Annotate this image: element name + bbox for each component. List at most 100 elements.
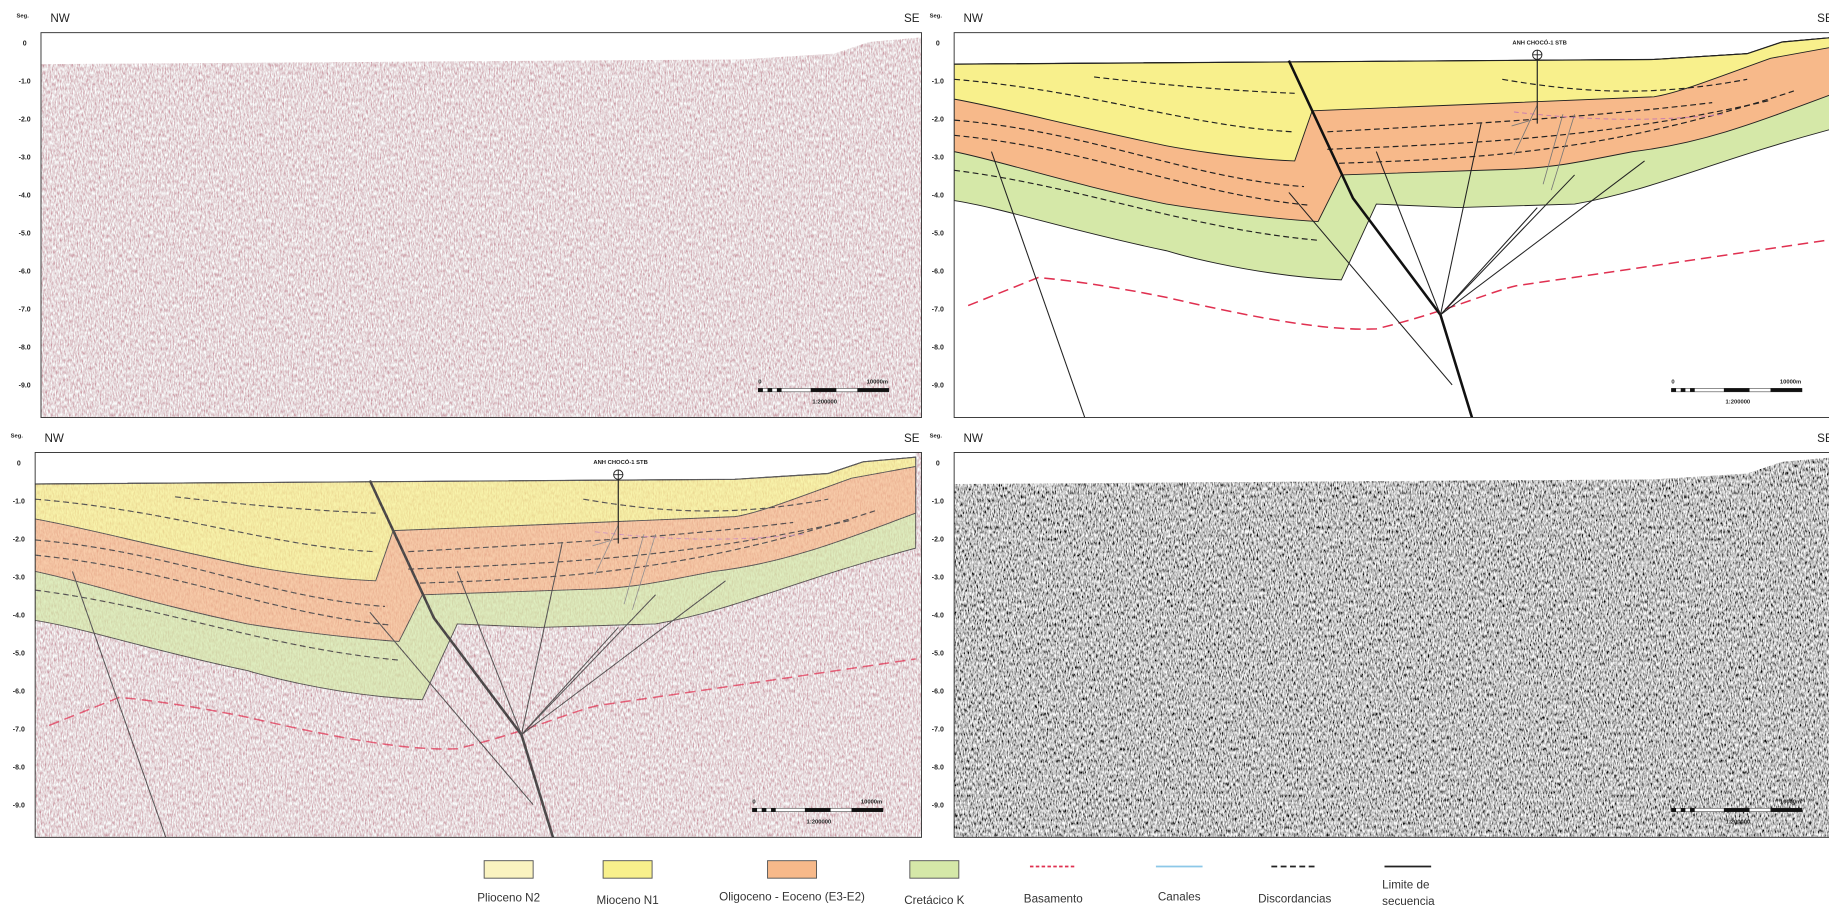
water-column <box>40 32 922 65</box>
scale-bar: 0 10000m 1:200000 <box>752 800 884 825</box>
depth-tick-label: -4.0 <box>932 612 944 619</box>
unconformity <box>419 510 876 584</box>
seafloor <box>35 456 916 485</box>
unconformity <box>1327 102 1713 133</box>
depth-tick-label: -5.0 <box>932 231 944 238</box>
panel-border <box>40 32 922 418</box>
seismic-panel: Seg. NW SE 0 -1.0 -2.0 -3.0 -4.0 -5.0 -6.0 -7.0 -8.… <box>11 432 922 838</box>
panel-content: 0 10000m 1:200000 <box>40 32 922 418</box>
well-fault <box>623 534 645 605</box>
depth-tick-label: 0 <box>17 460 21 467</box>
depth-tick-label: -7.0 <box>13 726 25 733</box>
depth-tick-label: -8.0 <box>19 345 31 352</box>
panel-border <box>953 452 1829 838</box>
legend-label: Mioceno N1 <box>597 894 659 907</box>
depth-tick-label: -5.0 <box>13 650 25 657</box>
unconformity <box>408 521 794 553</box>
depth-tick-label: -3.0 <box>932 155 944 162</box>
well-fault <box>1550 114 1575 191</box>
depth-tick-label: -3.0 <box>932 574 944 581</box>
seg-label: Seg. <box>16 13 29 19</box>
legend-label: Basamento <box>1024 893 1083 906</box>
depth-tick-label: -9.0 <box>932 803 944 810</box>
depth-tick-label: -8.0 <box>932 345 944 352</box>
scale-segment <box>851 808 884 812</box>
fault <box>521 594 656 736</box>
seafloor <box>954 37 1829 65</box>
depth-tick-label: -7.0 <box>19 307 31 314</box>
depth-tick-label: -8.0 <box>13 764 25 771</box>
scale-segment <box>1690 808 1695 812</box>
basement <box>967 239 1829 330</box>
panel-content: 0 10000m 1:200000 <box>954 452 1829 838</box>
miocene-layer <box>954 37 1829 162</box>
interpretation <box>954 37 1829 418</box>
depth-tick-label: -6.0 <box>13 688 25 695</box>
legend-label: Limite de <box>1382 879 1429 892</box>
scale-segment <box>758 388 763 392</box>
depth-tick-label: -2.0 <box>19 117 31 124</box>
fault <box>990 151 1086 418</box>
unconformity <box>954 134 1310 206</box>
unconformity <box>35 589 400 661</box>
nw-label: NW <box>50 12 69 25</box>
se-label: SE <box>904 12 920 25</box>
scale-start: 0 <box>1671 380 1674 386</box>
legend-label: secuencia <box>1382 895 1435 908</box>
fault <box>521 580 726 736</box>
well-fault <box>594 524 619 576</box>
fault <box>1440 174 1575 316</box>
unconformity <box>408 519 852 570</box>
seg-label: Seg. <box>930 433 943 439</box>
depth-tick-label: -3.0 <box>19 155 31 162</box>
scale-segment <box>1671 388 1677 392</box>
depth-tick-label: -7.0 <box>932 726 944 733</box>
scale-segment <box>1770 808 1803 812</box>
scale-segment <box>1723 388 1750 392</box>
depth-tick-label: -2.0 <box>932 536 944 543</box>
fault <box>1440 207 1538 316</box>
unconformity <box>1327 99 1771 150</box>
main-fault <box>1287 60 1474 418</box>
depth-tick-label: -8.0 <box>932 764 944 771</box>
scale-segment <box>857 388 889 392</box>
fault <box>71 571 167 838</box>
depth-tick-label: -5.0 <box>932 650 944 657</box>
unconformity <box>1502 78 1748 92</box>
legend: Plioceno N2 Mioceno N1 Oligoceno - Eoceno … <box>477 860 1435 908</box>
legend-swatch <box>767 860 818 879</box>
main-fault <box>368 479 555 838</box>
well-fault <box>592 539 613 547</box>
depth-tick-label: -4.0 <box>13 612 25 619</box>
seismic-texture <box>954 452 1829 838</box>
nw-label: NW <box>963 12 982 25</box>
scale-segment <box>767 388 773 392</box>
fault <box>1440 160 1645 316</box>
scale-bar: 0 10000m 1:200000 <box>1671 380 1803 406</box>
well-dashed-horizon <box>594 531 805 540</box>
unconformity <box>954 78 1293 133</box>
scale-segment <box>1680 388 1686 392</box>
well-dashed-horizon <box>1513 111 1724 120</box>
scale-segment <box>776 388 782 392</box>
unconformity <box>954 169 1319 241</box>
depth-tick-label: -4.0 <box>932 193 944 200</box>
seg-label: Seg. <box>11 433 24 439</box>
depth-tick-label: -7.0 <box>932 307 944 314</box>
legend-swatch <box>483 860 534 879</box>
depth-tick-label: -1.0 <box>932 498 944 505</box>
depth-tick-label: -6.0 <box>932 688 944 695</box>
depth-tick-label: -2.0 <box>932 117 944 124</box>
unconformity <box>583 498 829 512</box>
scale-start: 0 <box>758 380 761 386</box>
scale-segment <box>804 808 831 812</box>
well-label: ANH CHOCÓ-1 STB <box>1512 38 1566 46</box>
well-fault <box>631 534 656 611</box>
well-fault <box>1511 119 1532 127</box>
scale-end: 10000m <box>1780 380 1801 386</box>
fault <box>456 571 522 735</box>
se-label: SE <box>1817 432 1829 445</box>
depth-tick-label: -9.0 <box>13 803 25 810</box>
nw-label: NW <box>44 432 63 445</box>
